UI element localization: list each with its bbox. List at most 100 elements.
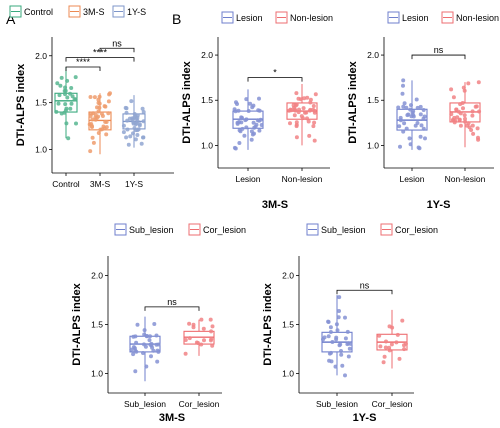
data-point bbox=[63, 108, 68, 113]
significance-label: **** bbox=[93, 48, 108, 58]
data-point bbox=[421, 126, 426, 131]
data-point bbox=[305, 116, 309, 121]
data-point bbox=[232, 145, 237, 150]
comparison-bracket bbox=[411, 54, 466, 60]
y-tick-label: 2.0 bbox=[282, 271, 294, 281]
data-point bbox=[235, 121, 240, 126]
data-point bbox=[326, 319, 331, 324]
data-point bbox=[454, 107, 459, 112]
comparison-bracket bbox=[65, 66, 101, 72]
data-point bbox=[411, 113, 416, 117]
data-point bbox=[148, 342, 153, 347]
data-point bbox=[249, 137, 254, 142]
data-point bbox=[292, 105, 296, 110]
data-point bbox=[292, 113, 297, 118]
significance-label: ns bbox=[167, 297, 177, 307]
data-point bbox=[209, 336, 214, 341]
data-point bbox=[100, 114, 105, 118]
data-point bbox=[64, 121, 69, 126]
data-point bbox=[329, 350, 333, 355]
data-point bbox=[404, 126, 409, 131]
data-point bbox=[401, 78, 406, 83]
data-point bbox=[183, 338, 188, 342]
data-point bbox=[402, 101, 407, 106]
significance-label: **** bbox=[76, 57, 91, 67]
data-point bbox=[139, 141, 144, 146]
data-point bbox=[154, 333, 159, 338]
data-point bbox=[57, 93, 62, 98]
data-point bbox=[144, 364, 149, 369]
data-point bbox=[137, 123, 142, 128]
data-point bbox=[327, 358, 332, 363]
data-point bbox=[210, 343, 215, 348]
data-point bbox=[449, 87, 454, 92]
data-point bbox=[294, 91, 299, 96]
data-point bbox=[337, 295, 342, 300]
data-point bbox=[257, 96, 261, 101]
significance-label: * bbox=[273, 68, 277, 78]
data-point bbox=[94, 115, 99, 120]
data-point bbox=[154, 342, 159, 347]
data-point bbox=[328, 330, 333, 334]
data-point bbox=[474, 104, 479, 109]
data-point bbox=[249, 129, 254, 134]
data-point bbox=[477, 109, 482, 114]
data-point bbox=[124, 110, 129, 115]
data-point bbox=[304, 110, 309, 115]
data-point bbox=[97, 94, 102, 99]
data-point bbox=[476, 80, 481, 85]
data-point bbox=[378, 344, 383, 349]
data-point bbox=[416, 145, 421, 150]
data-point bbox=[101, 124, 106, 129]
data-point bbox=[401, 104, 406, 109]
data-point bbox=[90, 117, 95, 122]
data-point bbox=[147, 338, 152, 343]
data-point bbox=[469, 128, 474, 132]
data-point bbox=[326, 334, 331, 339]
data-point bbox=[461, 106, 465, 111]
data-point bbox=[411, 109, 416, 114]
data-point bbox=[135, 113, 140, 118]
data-point bbox=[343, 315, 347, 320]
legend-label: 3M-S bbox=[83, 7, 105, 17]
data-point bbox=[298, 97, 303, 102]
data-point bbox=[125, 127, 130, 132]
data-point bbox=[308, 97, 313, 102]
data-point bbox=[256, 108, 261, 113]
data-point bbox=[59, 75, 64, 80]
data-point bbox=[155, 348, 160, 353]
data-point bbox=[415, 105, 420, 110]
data-point bbox=[389, 342, 394, 347]
data-point bbox=[194, 340, 199, 345]
x-tick-label: Control bbox=[52, 179, 80, 189]
y-tick-label: 1.0 bbox=[91, 368, 103, 378]
data-point bbox=[396, 105, 401, 110]
data-point bbox=[89, 111, 94, 116]
data-point bbox=[128, 134, 133, 139]
chart-b-3m: 1.0 1.5 2.0 DTI-ALPS index Lesion Non-lesion 3… bbox=[181, 11, 333, 211]
data-point bbox=[397, 124, 402, 129]
data-point bbox=[458, 123, 463, 128]
y-tick-label: 2.0 bbox=[367, 50, 379, 60]
x-tick-label: Sub_lesion bbox=[316, 399, 358, 409]
data-point bbox=[409, 103, 413, 108]
data-point bbox=[121, 123, 126, 128]
data-point bbox=[240, 126, 245, 131]
y-axis-label: DTI-ALPS index bbox=[347, 60, 359, 143]
data-point bbox=[73, 75, 78, 80]
y-tick-label: 1.5 bbox=[201, 95, 213, 105]
data-point bbox=[471, 131, 476, 136]
series-3m-s bbox=[87, 91, 112, 155]
data-point bbox=[339, 349, 343, 353]
data-point bbox=[108, 91, 112, 96]
data-point bbox=[129, 347, 134, 352]
x-tick-label: 3M-S bbox=[90, 179, 111, 189]
y-tick-label: 1.5 bbox=[282, 320, 294, 330]
data-point bbox=[312, 120, 317, 125]
data-point bbox=[124, 135, 129, 140]
data-point bbox=[135, 119, 140, 124]
panel-label-a: A bbox=[6, 11, 16, 27]
y-tick-label: 1.5 bbox=[35, 98, 47, 108]
data-point bbox=[312, 138, 317, 143]
